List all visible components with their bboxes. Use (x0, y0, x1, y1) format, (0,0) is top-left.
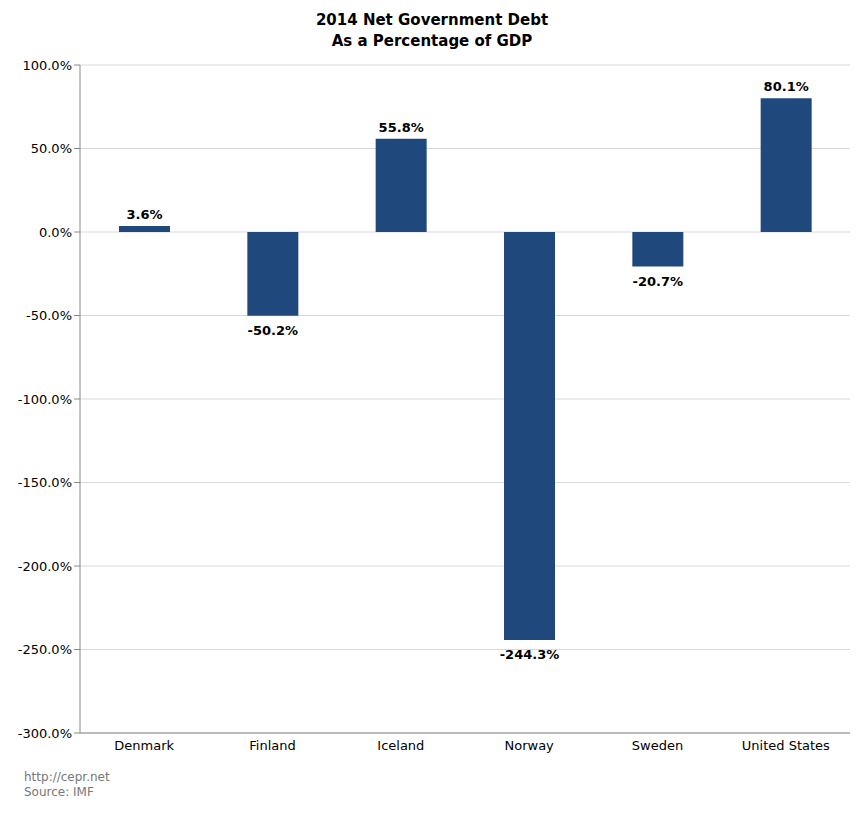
svg-text:-250.0%: -250.0% (18, 642, 72, 657)
svg-text:-20.7%: -20.7% (633, 274, 684, 289)
svg-text:Denmark: Denmark (114, 738, 174, 753)
svg-text:Norway: Norway (505, 738, 555, 753)
svg-text:Sweden: Sweden (632, 738, 683, 753)
svg-text:55.8%: 55.8% (379, 120, 424, 135)
svg-text:-100.0%: -100.0% (18, 392, 72, 407)
svg-text:3.6%: 3.6% (126, 207, 162, 222)
html-text:As a Percentage of GDP: As a Percentage of GDP (331, 32, 533, 50)
svg-text:50.0%: 50.0% (31, 141, 72, 156)
svg-text:0.0%: 0.0% (39, 225, 72, 240)
svg-text:100.0%: 100.0% (22, 58, 72, 73)
svg-text:United States: United States (742, 738, 830, 753)
html-text:Source: IMF: Source: IMF (24, 785, 94, 799)
svg-text:-244.3%: -244.3% (500, 647, 560, 662)
svg-text:-200.0%: -200.0% (18, 559, 72, 574)
svg-text:-150.0%: -150.0% (18, 475, 72, 490)
svg-text:Iceland: Iceland (377, 738, 424, 753)
svg-text:-300.0%: -300.0% (18, 726, 72, 741)
svg-text:80.1%: 80.1% (764, 79, 809, 94)
svg-text:-50.2%: -50.2% (248, 323, 299, 338)
html-text:http://cepr.net: http://cepr.net (24, 770, 110, 784)
svg-text:Finland: Finland (249, 738, 295, 753)
svg-text:-50.0%: -50.0% (26, 308, 72, 323)
html-text:2014 Net Government Debt: 2014 Net Government Debt (315, 11, 549, 29)
